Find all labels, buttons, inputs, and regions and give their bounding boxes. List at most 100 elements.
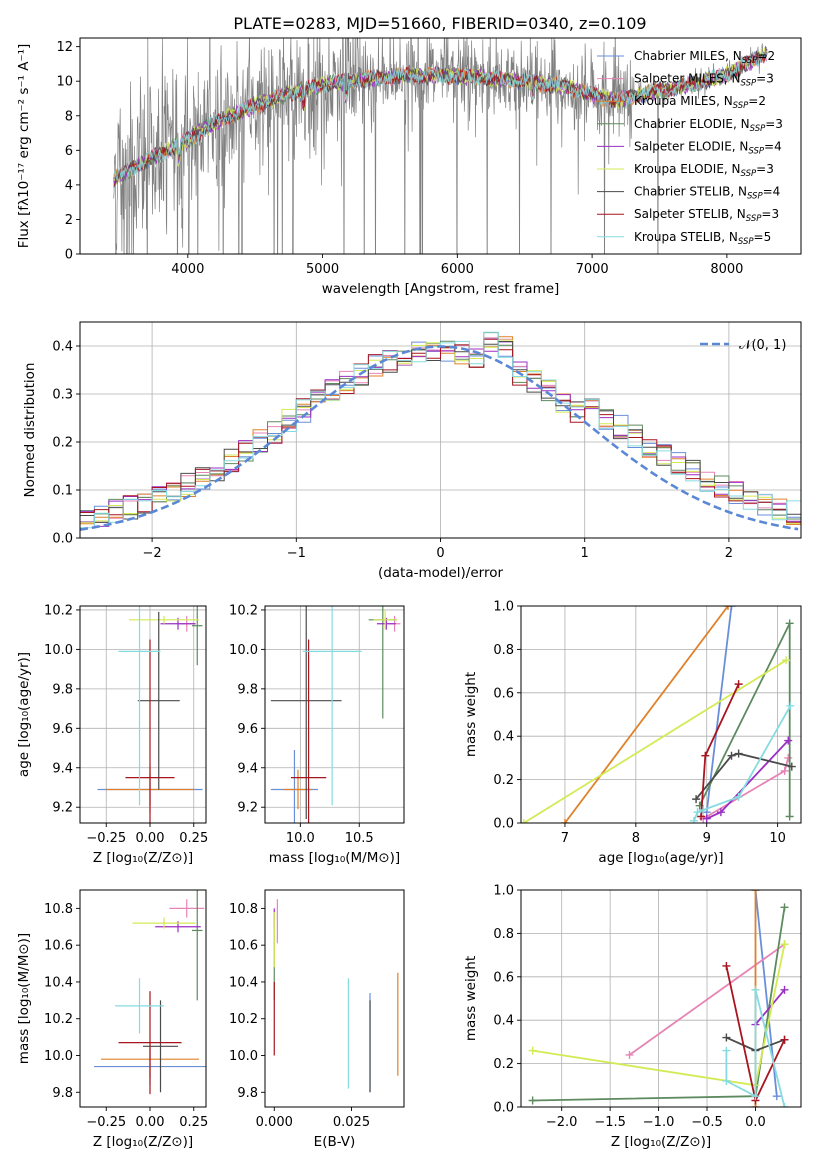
residual-histogram-chabrier-elodie [80, 332, 801, 520]
residual-histogram-salpeter-stelib [80, 338, 801, 523]
x-tick-label: 1 [581, 546, 589, 561]
x-tick-label: 5000 [306, 262, 339, 277]
errorbar-salpeter-stelib [118, 991, 182, 1095]
y-axis-label: Normed distribution [22, 363, 38, 498]
y-axis-label: age [log₁₀(age/yr)] [16, 652, 32, 777]
y-tick-label: 9.2 [52, 801, 73, 816]
x-axis-label: E(B-V) [314, 1134, 356, 1150]
y-tick-label: 0.6 [493, 686, 514, 701]
weight-marker [751, 985, 760, 994]
weight-marker [772, 1092, 781, 1101]
mass-vs-Z-plot-area [94, 890, 206, 1095]
x-axis-label: mass [log₁₀(M/M⊙)] [269, 850, 400, 866]
weight-series-kroupa-stelib [722, 985, 789, 1107]
figure-title: PLATE=0283, MJD=51660, FIBERID=0340, z=0… [233, 14, 646, 33]
errorbar-kroupa-elodie [129, 615, 199, 624]
y-tick-label: 10.6 [44, 939, 73, 954]
y-tick-label: 10.4 [229, 975, 258, 990]
weight-marker [723, 606, 732, 610]
mass-weight-vs-Z-panel: −2.0 −1.5 −1.0 −0.5 0.0 0.0 0.2 0.4 0.6 0.8 1.0 Z [… [463, 884, 802, 1150]
errorbar-chabrier-elodie [192, 606, 203, 666]
y-tick-label: 0.8 [493, 643, 514, 658]
mass-weight-vs-age-frame [520, 605, 802, 824]
x-tick-label: 0.000 [256, 1115, 293, 1130]
weight-marker [784, 736, 793, 745]
legend-label-chabrier-miles: Chabrier MILES, NSSP=2 [634, 49, 775, 66]
residual-histogram-kroupa-stelib [80, 331, 801, 529]
y-tick-label: 10.8 [44, 902, 73, 917]
errorbar-chabrier-elodie [192, 890, 203, 1001]
mass-weight-vs-age-plot-area [521, 606, 796, 823]
mass-vs-EBV-panel: 0.000 0.025 9.8 10.0 10.2 10.4 10.6 10.8 E(B-V) [229, 889, 405, 1150]
weight-marker [722, 961, 731, 970]
y-tick-label: 10.2 [44, 603, 73, 618]
weight-line [702, 757, 790, 820]
residual-distribution-plot-area [80, 331, 801, 531]
x-tick-label: 8 [632, 831, 640, 846]
weight-marker [528, 1096, 537, 1105]
y-tick-label: 10.2 [44, 1012, 73, 1027]
x-tick-label: 8000 [710, 262, 743, 277]
errorbar-salpeter-miles [169, 899, 205, 918]
weight-series-kroupa-miles [560, 606, 732, 823]
normal-curve [80, 345, 799, 531]
x-tick-label: 10 [769, 831, 786, 846]
x-tick-label: 0 [436, 546, 444, 561]
normal-legend: 𝒩(0, 1) [700, 338, 786, 353]
y-tick-label: 10.0 [229, 643, 258, 658]
legend-label-chabrier-elodie: Chabrier ELODIE, NSSP=3 [634, 117, 783, 134]
age-vs-mass-frame [264, 605, 405, 824]
x-tick-label: −0.25 [86, 831, 126, 846]
y-tick-label: 0.8 [493, 927, 514, 942]
y-tick-label: 9.6 [52, 722, 73, 737]
legend-label-kroupa-elodie: Kroupa ELODIE, NSSP=3 [634, 162, 774, 179]
weight-marker [702, 814, 711, 823]
y-tick-label: 0.4 [493, 1014, 514, 1029]
errorbar-kroupa-elodie [132, 917, 196, 929]
y-tick-label: 10.6 [229, 939, 258, 954]
x-tick-label: 2 [725, 546, 733, 561]
age-vs-mass-plot-area [270, 606, 401, 823]
x-tick-label: 0.25 [179, 831, 208, 846]
x-tick-label: −2 [143, 546, 162, 561]
errorbar-salpeter-stelib [125, 639, 175, 823]
weight-marker [521, 819, 528, 823]
y-tick-label: 0.0 [493, 1101, 514, 1116]
age-vs-mass-panel: 10.0 10.5 9.2 9.4 9.6 9.8 10.0 10.2 mass [log₁₀(… [229, 603, 405, 866]
weight-line [705, 606, 733, 813]
weight-marker [780, 985, 789, 994]
y-tick-label: 9.2 [237, 801, 258, 816]
weight-marker [784, 753, 793, 762]
y-axis-label: mass [log₁₀(M/M⊙)] [16, 933, 32, 1064]
weight-series-kroupa-stelib [689, 701, 795, 823]
weight-marker [689, 816, 698, 823]
mass-weight-vs-Z-frame [520, 889, 802, 1108]
weight-series-salpeter-elodie [702, 736, 793, 823]
x-tick-label: 0.0 [745, 1115, 766, 1130]
age-vs-Z-frame [79, 605, 207, 824]
weight-marker [786, 701, 795, 710]
y-tick-label: 0.6 [493, 970, 514, 985]
model-spectrum-salpeter-stelib [113, 51, 768, 186]
weight-marker [780, 766, 789, 775]
x-tick-label: 0.25 [179, 1115, 208, 1130]
y-tick-label: 9.8 [52, 1086, 73, 1101]
y-tick-label: 4 [65, 178, 73, 193]
x-tick-label: −0.25 [86, 1115, 126, 1130]
x-tick-label: 4000 [171, 262, 204, 277]
spectrum-legend: Chabrier MILES, NSSP=2 Salpeter MILES, NS… [597, 49, 783, 247]
y-tick-label: 10 [56, 75, 73, 90]
y-tick-label: 6 [65, 144, 73, 159]
weight-line [628, 943, 786, 1056]
weight-marker [528, 1046, 537, 1055]
errorbar-chabrier-stelib [137, 611, 180, 790]
weight-marker [782, 656, 791, 665]
normal-legend-label: 𝒩(0, 1) [739, 338, 786, 353]
x-tick-label: −0.5 [691, 1115, 723, 1130]
weight-marker [722, 1046, 731, 1055]
mass-weight-vs-Z-plot-area [528, 890, 789, 1107]
weight-marker [780, 1103, 789, 1107]
y-tick-label: 9.8 [237, 1086, 258, 1101]
spectrum-plot-area [113, 38, 768, 254]
